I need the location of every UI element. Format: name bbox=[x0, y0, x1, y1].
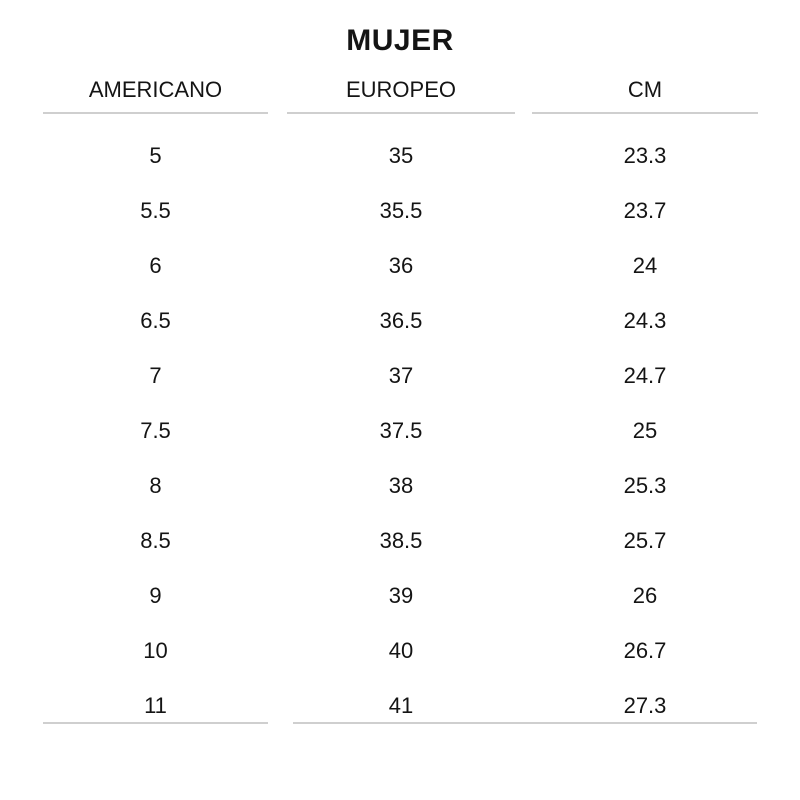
cell-americano: 11 bbox=[144, 693, 167, 718]
table-row: 9 39 26 bbox=[43, 568, 758, 623]
cell-europeo: 41 bbox=[388, 693, 414, 718]
header-rule-americano bbox=[43, 112, 268, 114]
cell-europeo: 35.5 bbox=[379, 198, 423, 223]
header-rule-cm bbox=[532, 112, 758, 114]
cell-europeo: 37.5 bbox=[379, 418, 423, 443]
cell-cm: 25.7 bbox=[623, 528, 667, 553]
table-row: 7 37 24.7 bbox=[43, 348, 758, 403]
cell-americano: 6.5 bbox=[140, 308, 171, 333]
table-row: 6.5 36.5 24.3 bbox=[43, 293, 758, 348]
cell-cm: 26 bbox=[632, 583, 658, 608]
table-row: 6 36 24 bbox=[43, 238, 758, 293]
footer-rule-americano bbox=[43, 722, 268, 724]
column-header-americano: AMERICANO bbox=[88, 77, 223, 102]
table-row: 11 41 27.3 bbox=[43, 678, 758, 733]
cell-cm: 24.7 bbox=[623, 363, 667, 388]
cell-cm: 25 bbox=[632, 418, 658, 443]
cell-europeo: 37 bbox=[388, 363, 414, 388]
cell-cm: 23.7 bbox=[623, 198, 667, 223]
table-row: 7.5 37.5 25 bbox=[43, 403, 758, 458]
cell-europeo: 35 bbox=[388, 143, 414, 168]
cell-europeo: 38.5 bbox=[379, 528, 423, 553]
table-row: 5.5 35.5 23.7 bbox=[43, 183, 758, 238]
cell-europeo: 40 bbox=[388, 638, 414, 663]
cell-americano: 5 bbox=[149, 143, 162, 168]
page-title: MUJER bbox=[346, 24, 454, 57]
cell-cm: 24 bbox=[632, 253, 658, 278]
cell-americano: 8.5 bbox=[140, 528, 171, 553]
cell-europeo: 38 bbox=[388, 473, 414, 498]
cell-americano: 8 bbox=[149, 473, 162, 498]
cell-americano: 10 bbox=[143, 638, 168, 663]
table-row: 10 40 26.7 bbox=[43, 623, 758, 678]
cell-americano: 5.5 bbox=[140, 198, 171, 223]
cell-cm: 23.3 bbox=[623, 143, 667, 168]
cell-europeo: 39 bbox=[388, 583, 414, 608]
table-row: 8.5 38.5 25.7 bbox=[43, 513, 758, 568]
cell-americano: 9 bbox=[149, 583, 162, 608]
cell-europeo: 36.5 bbox=[379, 308, 423, 333]
cell-americano: 7 bbox=[149, 363, 162, 388]
cell-cm: 26.7 bbox=[623, 638, 667, 663]
cell-americano: 6 bbox=[149, 253, 162, 278]
table-header-row: AMERICANO EUROPEO CM bbox=[43, 76, 758, 104]
cell-cm: 24.3 bbox=[623, 308, 667, 333]
column-header-cm: CM bbox=[627, 77, 663, 102]
cell-americano: 7.5 bbox=[140, 418, 171, 443]
size-chart-table-body: 5 35 23.3 5.5 35.5 23.7 6 36 24 6.5 36.5 24.3 7 37 24.… bbox=[43, 128, 758, 733]
cell-cm: 25.3 bbox=[623, 473, 667, 498]
table-row: 8 38 25.3 bbox=[43, 458, 758, 513]
column-header-europeo: EUROPEO bbox=[345, 77, 457, 102]
cell-europeo: 36 bbox=[388, 253, 414, 278]
table-row: 5 35 23.3 bbox=[43, 128, 758, 183]
cell-cm: 27.3 bbox=[623, 693, 667, 718]
header-rule-europeo bbox=[287, 112, 515, 114]
footer-rule-europeo-cm bbox=[293, 722, 757, 724]
